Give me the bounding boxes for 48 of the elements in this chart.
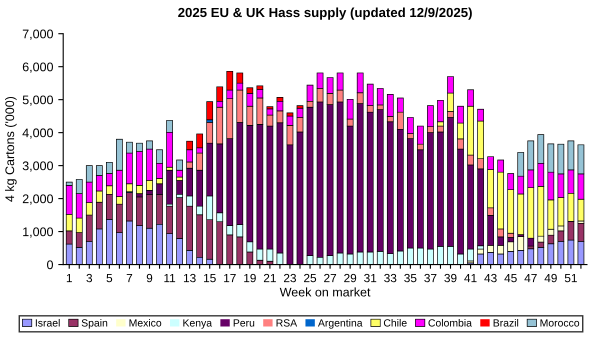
x-tick-label: 21 <box>264 274 276 282</box>
x-tick-label: 3 <box>86 274 92 282</box>
x-tick-label: 1 <box>66 274 72 282</box>
legend-label: Peru <box>234 319 254 327</box>
x-tick-label: 7 <box>126 274 132 282</box>
chart-title: 2025 EU & UK Hass supply (updated 12/9/2025) <box>178 7 472 20</box>
legend-label: Kenya <box>183 319 212 329</box>
x-tick-label: 27 <box>324 274 336 282</box>
y-tick-label: 2,000 <box>22 194 53 205</box>
x-tick-label: 29 <box>344 274 356 282</box>
y-tick-label: 0 <box>47 260 53 270</box>
x-tick-label: 13 <box>184 274 196 282</box>
legend-label: Argentina <box>318 318 363 329</box>
y-axis-title: 4 kg Cartons ('000) <box>5 96 17 202</box>
x-tick-label: 5 <box>106 274 112 282</box>
x-tick-label: 41 <box>464 274 477 282</box>
x-tick-label: 15 <box>204 274 216 282</box>
legend-label: Israel <box>36 318 60 327</box>
y-tick-label: 1,000 <box>23 227 53 238</box>
x-tick-label: 45 <box>504 274 517 282</box>
legend-label: Colombia <box>428 318 472 327</box>
x-tick-label: 9 <box>146 274 152 282</box>
y-tick-label: 6,000 <box>22 62 53 73</box>
legend-label: Morocco <box>540 319 580 327</box>
legend-label: Spain <box>82 318 108 329</box>
x-axis-title: Week on market <box>280 287 370 297</box>
x-tick-label: 23 <box>284 274 296 282</box>
x-tick-label: 39 <box>444 274 457 282</box>
legend-label: Chile <box>384 318 407 327</box>
y-tick-label: 3,000 <box>22 161 53 172</box>
x-tick-label: 31 <box>364 274 376 282</box>
x-tick-label: 49 <box>544 274 557 282</box>
legend-label: Mexico <box>130 318 162 327</box>
x-tick-label: 47 <box>524 274 537 282</box>
x-tick-label: 11 <box>164 274 176 282</box>
x-tick-label: 35 <box>404 274 416 282</box>
y-tick-label: 5,000 <box>22 95 53 106</box>
y-tick-label: 7,000 <box>22 30 53 40</box>
x-tick-label: 37 <box>424 274 436 282</box>
y-tick-label: 4,000 <box>22 128 53 139</box>
legend-label: RSA <box>276 319 298 327</box>
x-tick-label: 51 <box>564 274 577 282</box>
x-tick-label: 33 <box>384 274 396 282</box>
legend-label: Brazil <box>494 318 518 327</box>
x-tick-label: 25 <box>304 274 316 282</box>
x-tick-label: 19 <box>244 274 256 282</box>
x-tick-label: 43 <box>484 274 497 282</box>
x-tick-label: 17 <box>224 274 236 282</box>
